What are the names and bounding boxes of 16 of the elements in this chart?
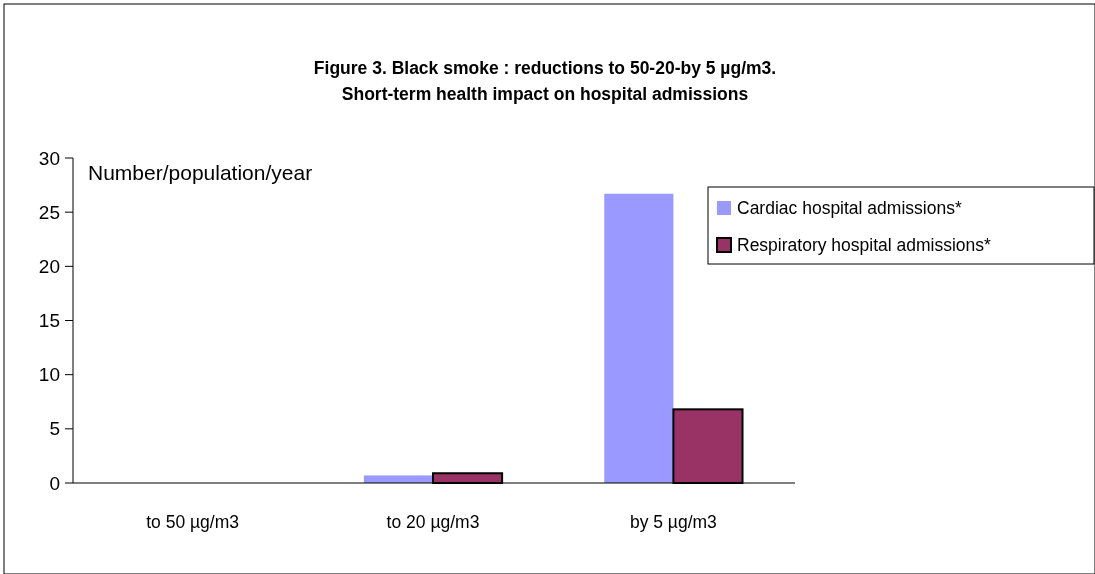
y-tick-label: 5 <box>49 418 60 440</box>
y-tick-label: 10 <box>38 364 60 386</box>
y-tick-label: 20 <box>38 255 60 277</box>
legend-label: Cardiac hospital admissions* <box>737 198 962 219</box>
bar <box>363 475 433 483</box>
y-tick-label: 25 <box>38 201 60 223</box>
x-tick-label: to 20 µg/m3 <box>386 512 480 532</box>
y-axis-title: Number/population/year <box>88 161 313 184</box>
x-tick-label: to 50 µg/m3 <box>146 512 239 532</box>
y-tick-label: 15 <box>38 310 60 332</box>
legend-label: Respiratory hospital admissions* <box>737 235 992 256</box>
y-tick-label: 0 <box>49 472 60 494</box>
bar <box>604 193 674 483</box>
x-tick-label: by 5 µg/m3 <box>629 512 717 532</box>
y-tick-label: 30 <box>38 147 60 169</box>
chart-title: Figure 3. Black smoke : reductions to 50-20-by 5 µg/m3. Short-term health impact on hospital admissions <box>313 58 777 104</box>
